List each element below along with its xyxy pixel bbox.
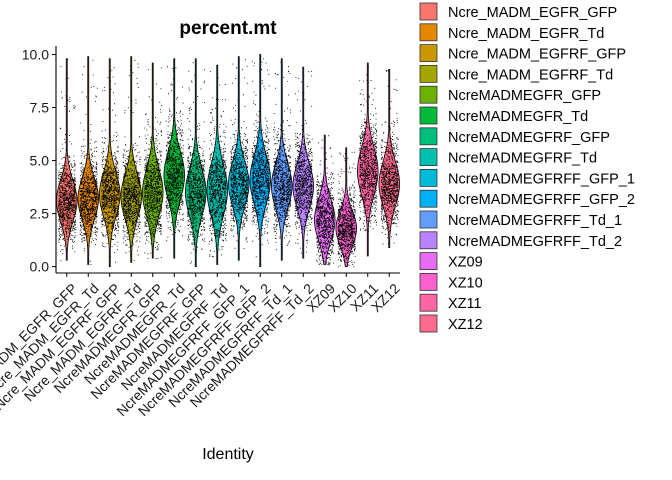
legend-swatch: [419, 252, 438, 271]
legend-label: XZ12: [448, 317, 483, 333]
y-tick-label: 2.5: [30, 206, 50, 222]
legend-swatch: [419, 314, 438, 333]
points-NcreMADMEGFR_GFP: [144, 67, 163, 259]
legend-label: XZ09: [448, 255, 483, 271]
points-Ncre_MADM_EGFRF_Td: [122, 60, 141, 261]
x-ticks: Ncre_MADM_EGFR_GFPNcre_MADM_EGFR_TdNcre_…: [0, 273, 403, 419]
y-tick-label: 0.0: [30, 259, 50, 275]
legend-label: NcreMADMEGFRF_GFP: [448, 130, 610, 146]
points-XZ09: [316, 135, 335, 266]
legend-label: NcreMADMEGFRFF_Td_1: [448, 213, 622, 229]
legend-swatch: [419, 65, 438, 83]
points-NcreMADMEGFRFF_Td_2: [294, 71, 313, 254]
legend-swatch: [419, 148, 438, 167]
x-axis-label: Identity: [202, 446, 254, 463]
legend-swatch: [419, 2, 438, 21]
legend-label: NcreMADMEGFR_GFP: [448, 88, 601, 104]
violin-NcreMADMEGFRFF_Td_2: [292, 66, 314, 259]
points-NcreMADMEGFRF_GFP: [187, 62, 206, 265]
legend-swatch: [419, 293, 438, 312]
legend-label: NcreMADMEGFRFF_GFP_2: [448, 192, 635, 208]
y-tick-label: 7.5: [30, 100, 50, 116]
chart-title: percent.mt: [179, 18, 277, 39]
violin-NcreMADMEGFRFF_Td_1: [271, 58, 293, 261]
legend-swatch: [419, 231, 438, 250]
violin-XZ11: [357, 62, 379, 257]
legend-label: NcreMADMEGFRFF_Td_2: [448, 234, 622, 250]
points-NcreMADMEGFRFF_GFP_2: [251, 58, 270, 258]
points-NcreMADMEGFRFF_Td_1: [273, 61, 292, 251]
y-ticks: 0.0 2.5 5.0 7.5 10.0: [22, 46, 56, 275]
points-NcreMADMEGFRF_Td: [208, 71, 227, 258]
legend-label: NcreMADMEGFR_Td: [448, 109, 588, 125]
legend-swatch: [419, 85, 438, 104]
legend-swatch: [419, 127, 438, 146]
legend-swatch: [419, 210, 438, 229]
legend-swatch: [419, 272, 438, 291]
legend-label: Ncre_MADM_EGFR_Td: [448, 26, 604, 42]
legend-label: NcreMADMEGFRF_Td: [448, 151, 597, 167]
points-Ncre_MADM_EGFRF_GFP: [101, 67, 120, 263]
y-tick-label: 5.0: [30, 153, 50, 169]
legend-swatch: [419, 44, 438, 62]
legend-label: Ncre_MADM_EGFRF_Td: [448, 67, 613, 83]
legend: Ncre_MADM_EGFR_GFP Ncre_MADM_EGFR_Td Ncre_…: [419, 2, 635, 333]
points-layer: [58, 58, 399, 268]
legend-swatch: [419, 106, 438, 125]
y-tick-label: 10.0: [22, 46, 49, 62]
legend-label: NcreMADMEGFRFF_GFP_1: [448, 171, 635, 187]
violin-Ncre_MADM_EGFR_GFP: [56, 58, 78, 261]
points-Ncre_MADM_EGFR_GFP: [58, 58, 77, 262]
legend-label: XZ10: [448, 275, 483, 291]
legend-swatch: [419, 168, 438, 187]
points-NcreMADMEGFR_Td: [165, 64, 184, 242]
points-XZ12: [380, 70, 399, 245]
legend-label: Ncre_MADM_EGFRF_GFP: [448, 47, 626, 63]
legend-swatch: [419, 189, 438, 208]
legend-swatch: [419, 23, 438, 42]
legend-label: Ncre_MADM_EGFR_GFP: [448, 5, 617, 21]
points-Ncre_MADM_EGFR_Td: [79, 59, 98, 266]
violin-XZ09: [314, 134, 336, 265]
legend-label: XZ11: [448, 296, 482, 312]
